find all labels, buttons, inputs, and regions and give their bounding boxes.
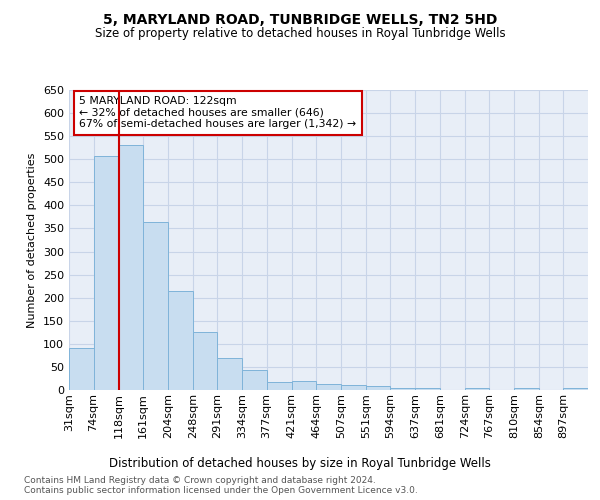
Bar <box>143 222 168 390</box>
Bar <box>119 146 143 390</box>
Text: 5 MARYLAND ROAD: 122sqm
← 32% of detached houses are smaller (646)
67% of semi-d: 5 MARYLAND ROAD: 122sqm ← 32% of detache… <box>79 96 356 129</box>
Bar <box>563 388 588 390</box>
Bar <box>69 348 94 390</box>
Bar <box>266 382 292 390</box>
Bar <box>514 388 539 390</box>
Text: Size of property relative to detached houses in Royal Tunbridge Wells: Size of property relative to detached ho… <box>95 28 505 40</box>
Y-axis label: Number of detached properties: Number of detached properties <box>28 152 37 328</box>
Bar <box>292 381 316 390</box>
Bar <box>391 388 415 390</box>
Bar <box>415 388 440 390</box>
Bar <box>217 358 242 390</box>
Text: Contains public sector information licensed under the Open Government Licence v3: Contains public sector information licen… <box>24 486 418 495</box>
Bar <box>242 370 266 390</box>
Text: Distribution of detached houses by size in Royal Tunbridge Wells: Distribution of detached houses by size … <box>109 458 491 470</box>
Text: Contains HM Land Registry data © Crown copyright and database right 2024.: Contains HM Land Registry data © Crown c… <box>24 476 376 485</box>
Bar <box>464 388 489 390</box>
Bar <box>94 156 119 390</box>
Text: 5, MARYLAND ROAD, TUNBRIDGE WELLS, TN2 5HD: 5, MARYLAND ROAD, TUNBRIDGE WELLS, TN2 5… <box>103 12 497 26</box>
Bar <box>193 332 217 390</box>
Bar <box>316 384 341 390</box>
Bar <box>341 385 366 390</box>
Bar <box>168 291 193 390</box>
Bar <box>366 386 391 390</box>
